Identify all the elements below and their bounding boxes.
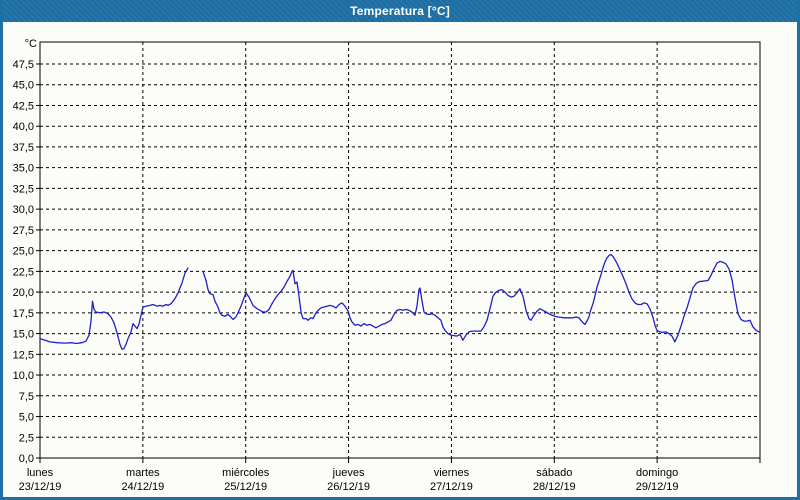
y-tick-label: 27,5 [13, 225, 34, 237]
y-tick-label: 25,0 [13, 246, 34, 258]
y-tick-label: 30,0 [13, 204, 34, 216]
x-day-date-label: 28/12/19 [533, 481, 576, 493]
window-title: Temperatura [°C] [350, 4, 450, 18]
y-tick-label: 32,5 [13, 183, 34, 195]
x-day-date-label: 25/12/19 [224, 481, 267, 493]
plot-border [39, 41, 761, 459]
x-day-date-label: 27/12/19 [430, 481, 473, 493]
y-tick-label: 10,0 [13, 370, 34, 382]
y-tick-label: 0,0 [19, 453, 34, 465]
y-tick-label: 37,5 [13, 142, 34, 154]
y-tick-label: 47,5 [13, 59, 34, 71]
y-tick-label: 45,0 [13, 80, 34, 92]
x-day-date-label: 26/12/19 [327, 481, 370, 493]
y-tick-label: 42,5 [13, 100, 34, 112]
y-tick-label: 35,0 [13, 163, 34, 175]
y-tick-label: 17,5 [13, 308, 34, 320]
temperature-series-line [202, 253, 760, 343]
y-tick-label: 22,5 [13, 266, 34, 278]
x-day-name-label: lunes [27, 467, 54, 479]
x-day-name-label: jueves [332, 467, 365, 479]
x-day-date-label: 24/12/19 [121, 481, 164, 493]
x-day-name-label: sábado [536, 467, 572, 479]
x-day-name-label: martes [126, 467, 160, 479]
y-tick-label: 40,0 [13, 121, 34, 133]
y-tick-label: 7,5 [19, 391, 34, 403]
y-tick-label: 2,5 [19, 432, 34, 444]
x-day-date-label: 23/12/19 [19, 481, 62, 493]
x-day-name-label: domingo [636, 467, 678, 479]
temperature-chart: 0,0 2,5 5,0 7,5 10,0 12,5 15,0 17,5 20,0 22,5 25,0… [13, 38, 761, 493]
y-axis-unit-label: °C [25, 38, 37, 50]
chart-content-area: 0,0 2,5 5,0 7,5 10,0 12,5 15,0 17,5 20,0 22,5 25,0… [3, 22, 797, 497]
x-day-name-label: viernes [434, 467, 470, 479]
temperature-series-line [39, 267, 189, 350]
y-tick-label: 12,5 [13, 349, 34, 361]
y-tick-label: 5,0 [19, 412, 34, 424]
y-tick-label: 15,0 [13, 329, 34, 341]
x-day-date-label: 29/12/19 [636, 481, 679, 493]
x-day-name-label: miércoles [222, 467, 270, 479]
window-titlebar: Temperatura [°C] [3, 0, 797, 22]
y-tick-label: 20,0 [13, 287, 34, 299]
